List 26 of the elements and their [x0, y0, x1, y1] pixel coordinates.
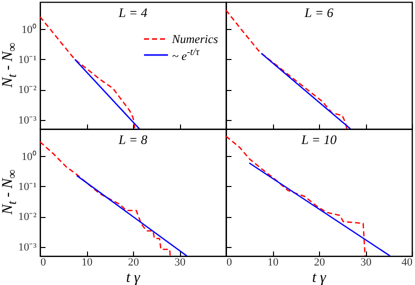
y-tick-label: 10⁻¹ [18, 180, 36, 193]
x-tick-label: 30 [360, 256, 372, 268]
x-tick-label: 0 [40, 256, 46, 268]
x-tick-label: 10 [268, 256, 279, 268]
y-tick-label: 10⁻³ [18, 114, 38, 126]
y-tick-label: 10⁻³ [18, 241, 38, 254]
x-tick-label: 10 [82, 256, 93, 268]
x-tick-label: 30 [174, 256, 186, 268]
y-tick-label: 10⁻¹ [18, 54, 36, 66]
legend-label: ~ e$^{-t/τ}$ [172, 46, 200, 63]
chart-title: L = 8 [118, 132, 148, 147]
y-tick-label: 10⁰ [22, 22, 36, 36]
x-tick-label: 40 [402, 256, 413, 268]
x-tick-label: 20 [314, 256, 326, 268]
legend-label: Numerics [172, 32, 218, 46]
x-axis-title: t γ [312, 270, 326, 285]
chart-title: L = 10 [300, 132, 338, 147]
y-tick-label: 10⁻² [18, 84, 38, 96]
y-tick-label: 10⁰ [22, 150, 36, 163]
x-tick-label: 20 [128, 256, 140, 268]
x-tick-label: 0 [226, 256, 232, 268]
line-series [40, 16, 136, 129]
chart-title: L = 4 [118, 5, 148, 20]
y-tick-label: 10⁻² [18, 211, 38, 224]
x-axis-title: t γ [126, 270, 140, 285]
chart-title: L = 6 [304, 5, 334, 20]
